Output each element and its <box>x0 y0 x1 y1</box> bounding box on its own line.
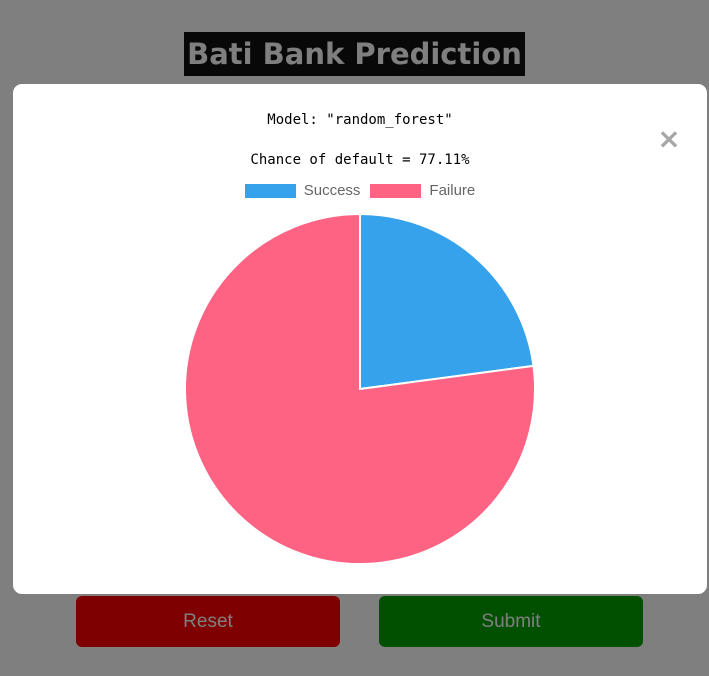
pie-chart <box>184 212 536 565</box>
default-chance-label: Chance of default = 77.11% <box>250 152 470 168</box>
prediction-modal: × Model: "random_forest" Chance of defau… <box>13 84 707 594</box>
chart-legend: Success Failure <box>13 182 707 199</box>
pie-slice-success[interactable] <box>359 212 535 391</box>
pie-slice-failure[interactable] <box>184 212 536 565</box>
legend-label-failure: Failure <box>429 182 476 199</box>
legend-swatch-success <box>244 183 296 198</box>
model-label: Model: "random_forest" <box>267 112 453 128</box>
legend-swatch-failure <box>370 183 422 198</box>
legend-item-success[interactable]: Success <box>244 182 361 199</box>
close-icon[interactable]: × <box>657 122 681 155</box>
legend-label-success: Success <box>303 182 361 199</box>
legend-item-failure[interactable]: Failure <box>370 182 475 199</box>
